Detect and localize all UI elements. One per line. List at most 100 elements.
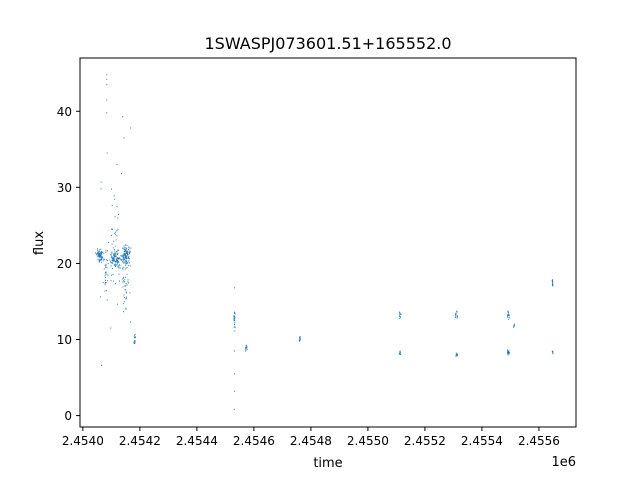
data-point (117, 262, 118, 264)
data-point (117, 253, 118, 255)
data-point (121, 173, 123, 175)
data-point (127, 279, 129, 281)
data-point (101, 256, 103, 258)
data-point (101, 252, 102, 254)
data-point (399, 353, 401, 355)
data-point (111, 234, 113, 236)
data-point (116, 230, 118, 232)
y-axis-label: flux (32, 231, 47, 255)
data-point (100, 261, 102, 263)
data-point (552, 279, 553, 281)
data-point (113, 253, 115, 255)
data-point (98, 251, 100, 253)
data-point (96, 254, 98, 256)
data-point (508, 311, 509, 313)
data-point (507, 316, 509, 318)
data-point (299, 339, 301, 341)
data-point (399, 350, 401, 352)
data-point (399, 317, 401, 320)
data-point (99, 261, 101, 263)
data-point (123, 247, 125, 249)
data-point (113, 255, 115, 257)
data-point (552, 352, 554, 354)
data-point (111, 257, 113, 259)
data-point (513, 324, 515, 327)
data-point (125, 255, 127, 257)
data-point (100, 252, 102, 254)
data-point (126, 292, 128, 294)
data-point (105, 265, 107, 267)
data-point (552, 285, 554, 287)
data-point (508, 318, 510, 321)
data-point (112, 258, 114, 261)
data-point (123, 277, 125, 279)
data-point (234, 317, 236, 319)
data-point (127, 262, 129, 264)
data-point (110, 256, 112, 258)
data-point (118, 267, 120, 269)
data-point (121, 254, 123, 257)
data-point (99, 254, 101, 256)
data-point (123, 254, 124, 256)
data-point (298, 340, 300, 342)
data-point (98, 253, 100, 255)
data-point (234, 313, 236, 315)
data-point (117, 257, 119, 259)
data-point (121, 255, 123, 257)
data-point (234, 287, 235, 289)
data-point (134, 342, 136, 344)
data-point (105, 271, 107, 273)
data-point (234, 390, 235, 392)
data-point (122, 259, 124, 262)
data-point (110, 254, 111, 256)
data-point (245, 350, 247, 352)
data-point (128, 260, 130, 262)
data-point (456, 310, 458, 313)
data-point (107, 259, 108, 262)
data-point (398, 353, 400, 355)
data-point (126, 250, 128, 252)
data-point (99, 252, 101, 254)
data-point (123, 294, 125, 296)
data-point (113, 255, 115, 257)
data-point (104, 284, 106, 286)
data-point (116, 251, 118, 253)
data-point (126, 247, 128, 249)
data-point (121, 261, 123, 263)
data-point (107, 250, 108, 252)
data-point (113, 280, 115, 282)
data-point (99, 258, 101, 261)
data-point (104, 266, 106, 268)
data-point (400, 353, 402, 355)
data-point (551, 281, 553, 283)
data-point (508, 314, 510, 316)
data-point (118, 273, 120, 275)
data-point (129, 251, 131, 253)
data-point (456, 317, 458, 319)
data-point (551, 283, 553, 285)
data-point (125, 297, 127, 300)
data-point (123, 262, 125, 264)
data-point (123, 253, 125, 255)
data-point (97, 256, 99, 258)
data-point (109, 259, 111, 261)
data-point (552, 351, 554, 353)
data-point (101, 258, 103, 260)
x-tick-label: 2.4552 (404, 434, 446, 448)
data-point (105, 259, 107, 261)
data-point (508, 317, 510, 319)
data-point (110, 265, 112, 267)
data-point (119, 267, 121, 269)
data-point (112, 260, 114, 262)
data-point (552, 283, 554, 285)
data-point (105, 250, 107, 252)
x-axis-ticks: 2.4540 2.4542 2.4544 2.4546 2.4548 2.4550 2.45… (62, 427, 560, 448)
data-point (123, 303, 124, 305)
data-point (399, 315, 400, 317)
data-point (102, 251, 104, 253)
data-point (113, 240, 115, 242)
data-point (114, 248, 115, 251)
data-point (114, 260, 116, 263)
data-point (399, 351, 401, 353)
data-point (127, 248, 129, 251)
